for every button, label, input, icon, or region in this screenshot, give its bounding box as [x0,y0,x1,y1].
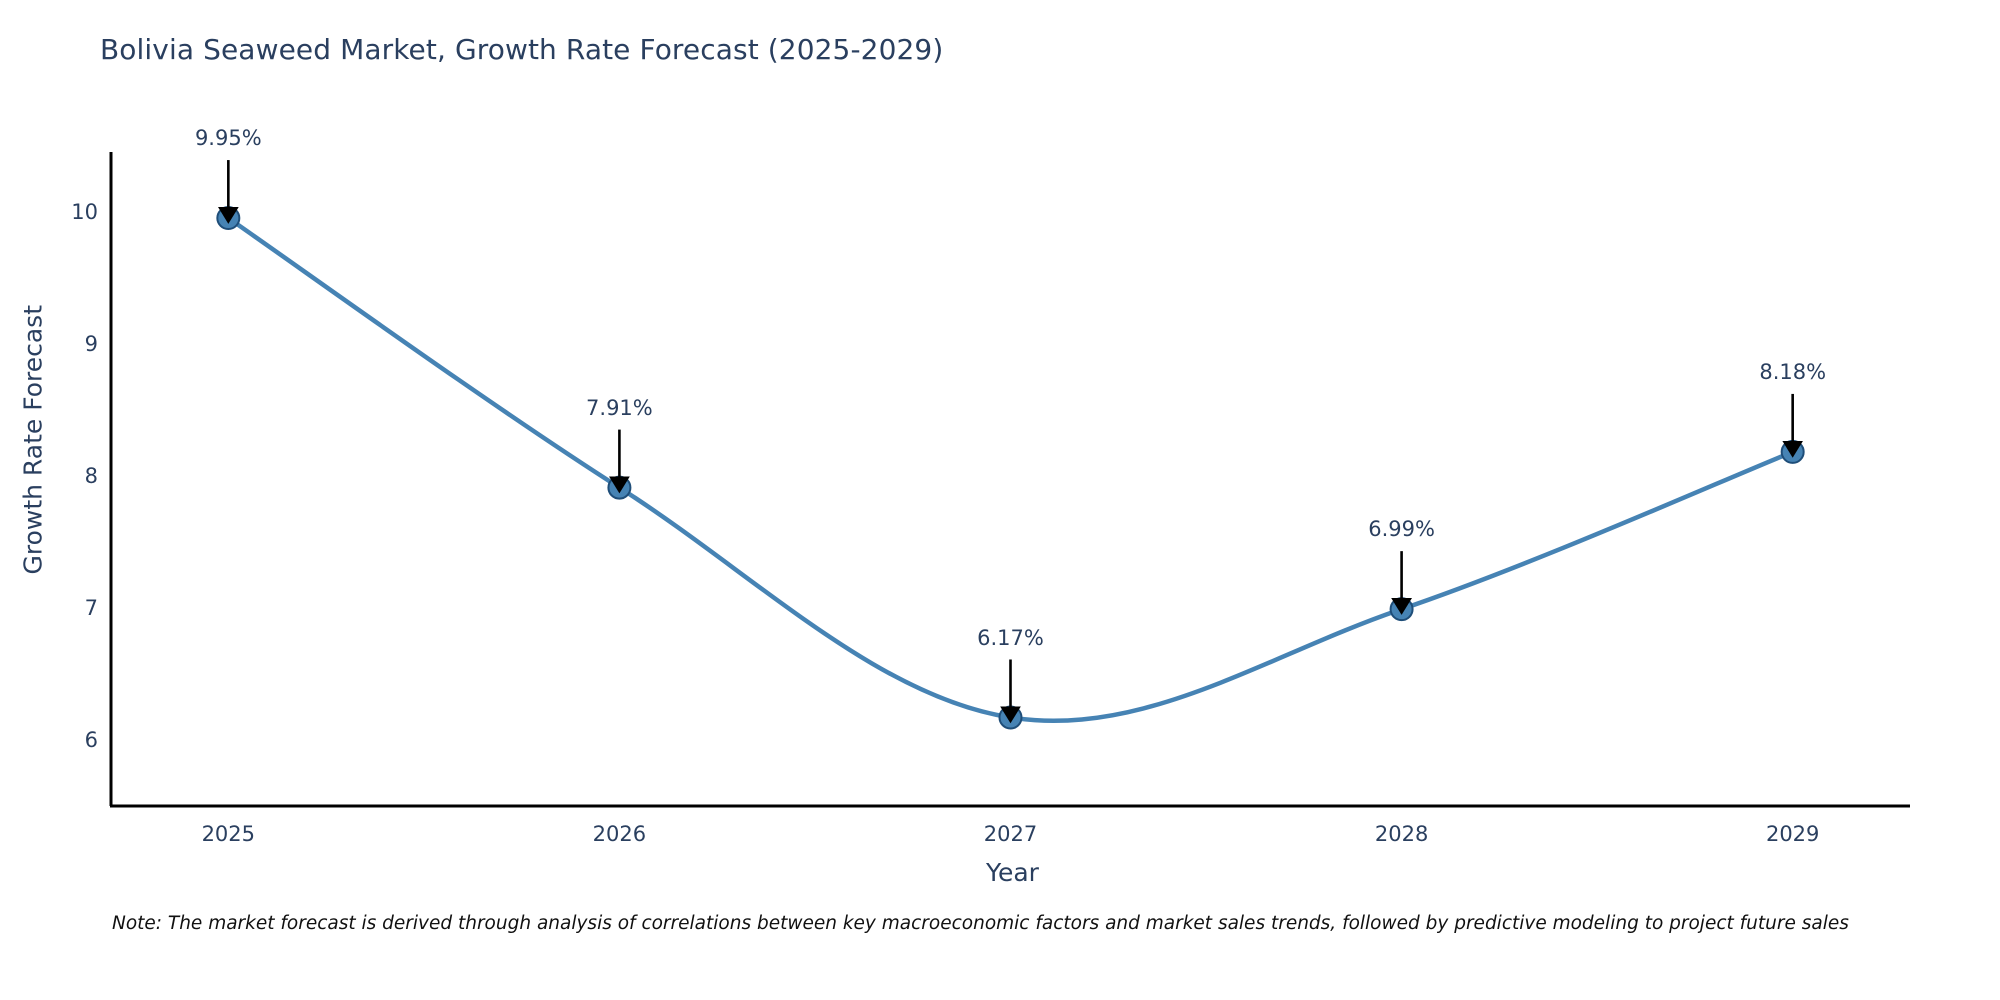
data-point-marker[interactable] [216,206,241,231]
y-tick-label: 6 [84,727,98,752]
data-point-marker[interactable] [1780,439,1805,464]
data-point-value-label: 8.18% [1759,359,1827,384]
x-tick-label: 2026 [592,822,647,846]
x-axis-title: Year [986,858,1039,887]
y-tick-label: 8 [84,463,98,488]
data-point-value-label: 6.99% [1368,517,1435,542]
x-tick-label: 2029 [1765,822,1820,846]
chart-title: Bolivia Seaweed Market, Growth Rate Fore… [100,33,944,66]
y-tick-label: 7 [84,595,98,620]
data-markers-group [216,206,1805,730]
data-point-value-label: 7.91% [586,395,653,420]
x-tick-label: 2028 [1374,822,1429,846]
x-axis-title-wrap: Year [0,858,2000,887]
axis-lines [109,152,1910,808]
x-tick-label: 2025 [201,822,256,846]
annotation-arrows-group [217,160,1804,724]
y-tick-label: 10 [71,199,98,224]
data-point-value-label: 6.17% [977,625,1044,650]
data-point-marker[interactable] [1389,597,1414,622]
x-tick-label: 2027 [983,822,1038,846]
chart-note: Note: The market forecast is derived thr… [112,913,1849,934]
data-point-marker[interactable] [998,705,1023,730]
data-point-value-label: 9.95% [194,126,262,151]
y-tick-label: 9 [84,331,98,356]
data-point-marker[interactable] [607,475,632,500]
